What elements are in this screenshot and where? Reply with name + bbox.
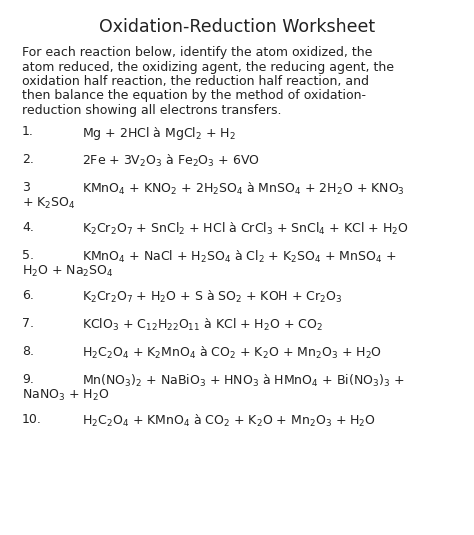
Text: + K$_2$SO$_4$: + K$_2$SO$_4$ xyxy=(22,195,75,211)
Text: Mn(NO$_3$)$_2$ + NaBiO$_3$ + HNO$_3$ à HMnO$_4$ + Bi(NO$_3$)$_3$ +: Mn(NO$_3$)$_2$ + NaBiO$_3$ + HNO$_3$ à H… xyxy=(82,373,404,389)
Text: K$_2$Cr$_2$O$_7$ + H$_2$O + S à SO$_2$ + KOH + Cr$_2$O$_3$: K$_2$Cr$_2$O$_7$ + H$_2$O + S à SO$_2$ +… xyxy=(82,289,343,305)
Text: H$_2$O + Na$_2$SO$_4$: H$_2$O + Na$_2$SO$_4$ xyxy=(22,264,114,279)
Text: Mg + 2HCl à MgCl$_2$ + H$_2$: Mg + 2HCl à MgCl$_2$ + H$_2$ xyxy=(82,125,236,142)
Text: 5.: 5. xyxy=(22,249,34,262)
Text: 10.: 10. xyxy=(22,413,42,426)
Text: 8.: 8. xyxy=(22,345,34,358)
Text: H$_2$C$_2$O$_4$ + K$_2$MnO$_4$ à CO$_2$ + K$_2$O + Mn$_2$O$_3$ + H$_2$O: H$_2$C$_2$O$_4$ + K$_2$MnO$_4$ à CO$_2$ … xyxy=(82,345,382,361)
Text: KMnO$_4$ + NaCl + H$_2$SO$_4$ à Cl$_2$ + K$_2$SO$_4$ + MnSO$_4$ +: KMnO$_4$ + NaCl + H$_2$SO$_4$ à Cl$_2$ +… xyxy=(82,249,397,265)
Text: 7.: 7. xyxy=(22,317,34,330)
Text: 6.: 6. xyxy=(22,289,34,302)
Text: atom reduced, the oxidizing agent, the reducing agent, the: atom reduced, the oxidizing agent, the r… xyxy=(22,60,394,73)
Text: 1.: 1. xyxy=(22,125,34,138)
Text: then balance the equation by the method of oxidation-: then balance the equation by the method … xyxy=(22,89,366,103)
Text: NaNO$_3$ + H$_2$O: NaNO$_3$ + H$_2$O xyxy=(22,387,109,403)
Text: oxidation half reaction, the reduction half reaction, and: oxidation half reaction, the reduction h… xyxy=(22,75,369,88)
Text: 4.: 4. xyxy=(22,221,34,234)
Text: 2Fe + 3V$_2$O$_3$ à Fe$_2$O$_3$ + 6VO: 2Fe + 3V$_2$O$_3$ à Fe$_2$O$_3$ + 6VO xyxy=(82,153,260,169)
Text: KMnO$_4$ + KNO$_2$ + 2H$_2$SO$_4$ à MnSO$_4$ + 2H$_2$O + KNO$_3$: KMnO$_4$ + KNO$_2$ + 2H$_2$SO$_4$ à MnSO… xyxy=(82,181,405,197)
Text: 2.: 2. xyxy=(22,153,34,166)
Text: 9.: 9. xyxy=(22,373,34,386)
Text: KClO$_3$ + C$_{12}$H$_{22}$O$_{11}$ à KCl + H$_2$O + CO$_2$: KClO$_3$ + C$_{12}$H$_{22}$O$_{11}$ à KC… xyxy=(82,317,323,333)
Text: K$_2$Cr$_2$O$_7$ + SnCl$_2$ + HCl à CrCl$_3$ + SnCl$_4$ + KCl + H$_2$O: K$_2$Cr$_2$O$_7$ + SnCl$_2$ + HCl à CrCl… xyxy=(82,221,409,237)
Text: Oxidation-Reduction Worksheet: Oxidation-Reduction Worksheet xyxy=(99,18,375,36)
Text: For each reaction below, identify the atom oxidized, the: For each reaction below, identify the at… xyxy=(22,46,373,59)
Text: 3: 3 xyxy=(22,181,30,194)
Text: reduction showing all electrons transfers.: reduction showing all electrons transfer… xyxy=(22,104,282,117)
Text: H$_2$C$_2$O$_4$ + KMnO$_4$ à CO$_2$ + K$_2$O + Mn$_2$O$_3$ + H$_2$O: H$_2$C$_2$O$_4$ + KMnO$_4$ à CO$_2$ + K$… xyxy=(82,413,376,429)
